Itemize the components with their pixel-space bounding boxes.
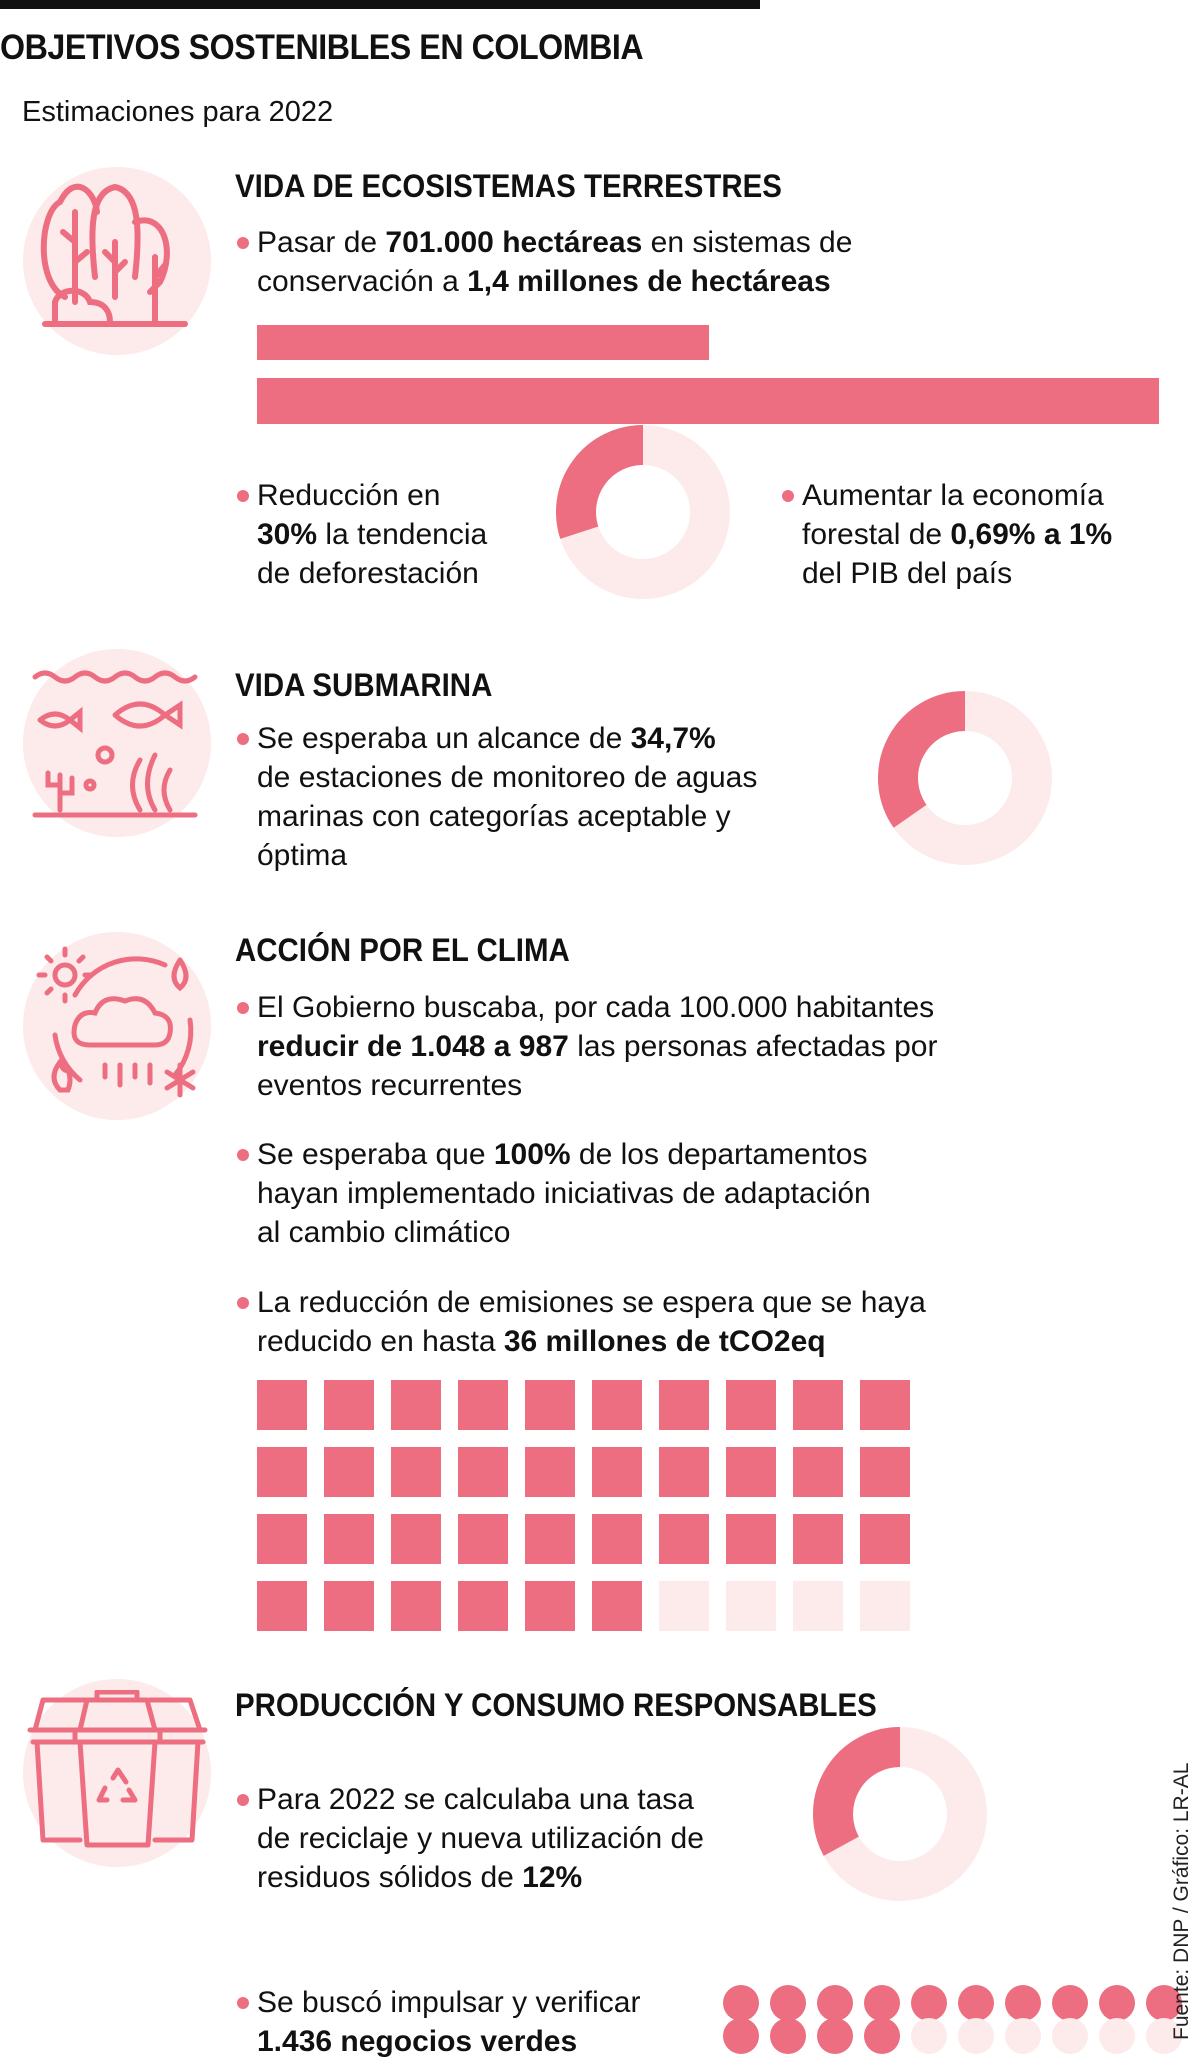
waffle-square-filled [391, 1380, 441, 1430]
dot-filled [770, 2018, 806, 2054]
dot-filled [723, 2018, 759, 2054]
waffle-square-filled [793, 1514, 843, 1564]
climate-icon [36, 946, 196, 1098]
waffle-square-filled [592, 1380, 642, 1430]
dot-filled [958, 1985, 994, 2021]
page-subtitle: Estimaciones para 2022 [22, 96, 334, 128]
dot-filled [911, 1985, 947, 2021]
dot-filled [817, 1985, 853, 2021]
bullet-departments: Se esperaba que 100% de los departamento… [235, 1135, 871, 1252]
dot-filled [1005, 1985, 1041, 2021]
waffle-square-filled [391, 1514, 441, 1564]
bullet-hectares: Pasar de 701.000 hectáreas en sistemas d… [235, 223, 852, 301]
waffle-square-filled [659, 1447, 709, 1497]
dot-empty [1005, 2018, 1041, 2054]
dot-empty [1052, 2018, 1088, 2054]
waffle-square-filled [324, 1581, 374, 1631]
dot-filled [864, 1985, 900, 2021]
waffle-square-filled [458, 1380, 508, 1430]
waffle-square-filled [659, 1380, 709, 1430]
recycling-bins-icon [27, 1690, 208, 1848]
waffle-square-empty [860, 1581, 910, 1631]
donut-filled-segment [813, 1727, 901, 1856]
section-heading: VIDA SUBMARINA [235, 667, 493, 703]
waffle-square-empty [726, 1581, 776, 1631]
waffle-square-filled [793, 1447, 843, 1497]
waffle-square-filled [659, 1514, 709, 1564]
bullet-forest-economy: Aumentar la economía forestal de 0,69% a… [780, 476, 1112, 593]
waffle-square-filled [592, 1514, 642, 1564]
donut-filled-segment [556, 425, 644, 539]
dot-empty [1099, 2018, 1135, 2054]
bullet-marine-stations: Se esperaba un alcance de 34,7% de estac… [235, 719, 757, 875]
waffle-square-filled [525, 1581, 575, 1631]
dot-filled [1146, 1985, 1182, 2021]
dot-filled [864, 2018, 900, 2054]
donut-deforestation [556, 425, 730, 599]
dot-filled [1099, 1985, 1135, 2021]
bullet-emissions: La reducción de emisiones se espera que … [235, 1283, 926, 1361]
waffle-square-filled [391, 1447, 441, 1497]
waffle-square-filled [257, 1514, 307, 1564]
bullet-deforestation: Reducción en 30% la tendencia de defores… [235, 476, 487, 593]
waffle-square-filled [860, 1380, 910, 1430]
waffle-square-filled [592, 1447, 642, 1497]
waffle-square-filled [726, 1380, 776, 1430]
waffle-square-filled [592, 1581, 642, 1631]
waffle-square-filled [257, 1581, 307, 1631]
waffle-square-filled [257, 1447, 307, 1497]
page-title: OBJETIVOS SOSTENIBLES EN COLOMBIA [0, 28, 644, 67]
dot-filled [817, 2018, 853, 2054]
donut-marine-stations [878, 691, 1052, 865]
waffle-square-filled [726, 1447, 776, 1497]
bullet-recycling: Para 2022 se calculaba una tasa de recic… [235, 1780, 704, 1897]
waffle-square-empty [793, 1581, 843, 1631]
section-heading: ACCIÓN POR EL CLIMA [235, 932, 570, 968]
waffle-square-filled [324, 1380, 374, 1430]
waffle-square-filled [793, 1380, 843, 1430]
waffle-emissions [257, 1380, 957, 1650]
waffle-square-filled [458, 1514, 508, 1564]
section-heading: PRODUCCIÓN Y CONSUMO RESPONSABLES [235, 1687, 877, 1723]
waffle-square-filled [860, 1447, 910, 1497]
bar-701000 [257, 325, 709, 360]
waffle-square-filled [726, 1514, 776, 1564]
waffle-square-filled [324, 1447, 374, 1497]
waffle-square-filled [458, 1447, 508, 1497]
section-heading: VIDA DE ECOSISTEMAS TERRESTRES [235, 168, 782, 204]
bullet-affected-people: El Gobierno buscaba, por cada 100.000 ha… [235, 988, 937, 1105]
dots-green-businesses [723, 1985, 1193, 2065]
waffle-square-filled [324, 1514, 374, 1564]
top-rule [0, 0, 760, 9]
waffle-square-filled [860, 1514, 910, 1564]
donut-filled-segment [878, 691, 966, 828]
waffle-square-filled [391, 1581, 441, 1631]
waffle-square-filled [525, 1380, 575, 1430]
sea-life-icon [32, 670, 198, 818]
waffle-square-filled [525, 1447, 575, 1497]
dot-empty [911, 2018, 947, 2054]
trees-icon [40, 183, 188, 327]
bullet-green-businesses: Se buscó impulsar y verificar 1.436 nego… [235, 1983, 640, 2061]
dot-empty [958, 2018, 994, 2054]
dot-filled [1052, 1985, 1088, 2021]
waffle-square-filled [525, 1514, 575, 1564]
donut-recycling [813, 1727, 987, 1901]
source-credit: Fuente: DNP / Gráfico: LR-AL [1170, 1762, 1193, 2040]
waffle-square-filled [257, 1380, 307, 1430]
bar-1400000 [257, 378, 1159, 424]
waffle-square-filled [458, 1581, 508, 1631]
dot-filled [770, 1985, 806, 2021]
dot-filled [723, 1985, 759, 2021]
waffle-square-empty [659, 1581, 709, 1631]
